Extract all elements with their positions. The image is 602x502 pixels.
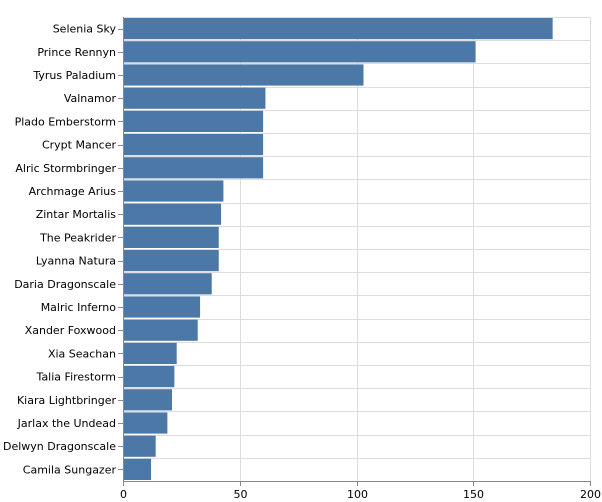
bar-archmage-arius xyxy=(123,180,224,202)
bar-daria-dragonscale xyxy=(123,273,212,295)
y-tick-label: Lyanna Natura xyxy=(36,255,116,268)
y-tick-label: Plado Emberstorm xyxy=(15,115,116,128)
y-tick-label: Xia Seachan xyxy=(48,347,116,360)
bar-kiara-lightbringer xyxy=(123,389,173,411)
bar-valnamor xyxy=(123,87,266,109)
y-tick-label: Archmage Arius xyxy=(29,185,117,198)
bar-jarlax-the-undead xyxy=(123,412,168,434)
y-tick-label: Prince Rennyn xyxy=(37,46,116,59)
y-tick-label: Malric Inferno xyxy=(41,301,117,314)
bar-lyanna-natura xyxy=(123,250,219,272)
x-tick-label: 150 xyxy=(463,488,484,501)
bar-talia-firestorm xyxy=(123,366,175,388)
x-tick-label: 100 xyxy=(347,488,368,501)
x-tick-label: 50 xyxy=(234,488,248,501)
x-tick-label: 200 xyxy=(580,488,601,501)
bar-xander-foxwood xyxy=(123,319,198,341)
y-tick-label: Talia Firestorm xyxy=(36,371,116,384)
bar-delwyn-dragonscale xyxy=(123,435,156,457)
y-tick-label: Alric Stormbringer xyxy=(15,162,116,175)
bar-camila-sungazer xyxy=(123,458,152,480)
grid-layer xyxy=(123,17,591,482)
y-tick-label: Crypt Mancer xyxy=(42,139,117,152)
bar-plado-emberstorm xyxy=(123,110,264,132)
bar-xia-seachan xyxy=(123,342,177,364)
bar-tyrus-paladium xyxy=(123,64,364,86)
y-tick-label: Tyrus Paladium xyxy=(32,69,116,82)
bar-zintar-mortalis xyxy=(123,203,222,225)
bar-alric-stormbringer xyxy=(123,157,264,179)
y-tick-label: Valnamor xyxy=(64,92,117,105)
y-tick-label: Jarlax the Undead xyxy=(17,417,116,430)
y-tick-label: Selenia Sky xyxy=(53,23,117,36)
y-tick-label: The Peakrider xyxy=(39,231,116,244)
x-tick-label: 0 xyxy=(120,488,127,501)
bar-the-peakrider xyxy=(123,226,219,248)
bar-selenia-sky xyxy=(123,18,553,40)
bar-malric-inferno xyxy=(123,296,201,318)
axes-layer xyxy=(118,17,591,486)
y-tick-label: Daria Dragonscale xyxy=(14,278,116,291)
bar-crypt-mancer xyxy=(123,134,264,156)
y-tick-label: Zintar Mortalis xyxy=(36,208,117,221)
bar-prince-rennyn xyxy=(123,41,476,63)
y-tick-label: Delwyn Dragonscale xyxy=(3,440,116,453)
y-tick-label: Xander Foxwood xyxy=(25,324,116,337)
y-tick-label: Camila Sungazer xyxy=(23,463,117,476)
bars-layer xyxy=(123,18,553,480)
y-tick-label: Kiara Lightbringer xyxy=(17,394,117,407)
labels-layer: Selenia Sky Prince Rennyn Tyrus Paladium Va… xyxy=(3,23,601,501)
